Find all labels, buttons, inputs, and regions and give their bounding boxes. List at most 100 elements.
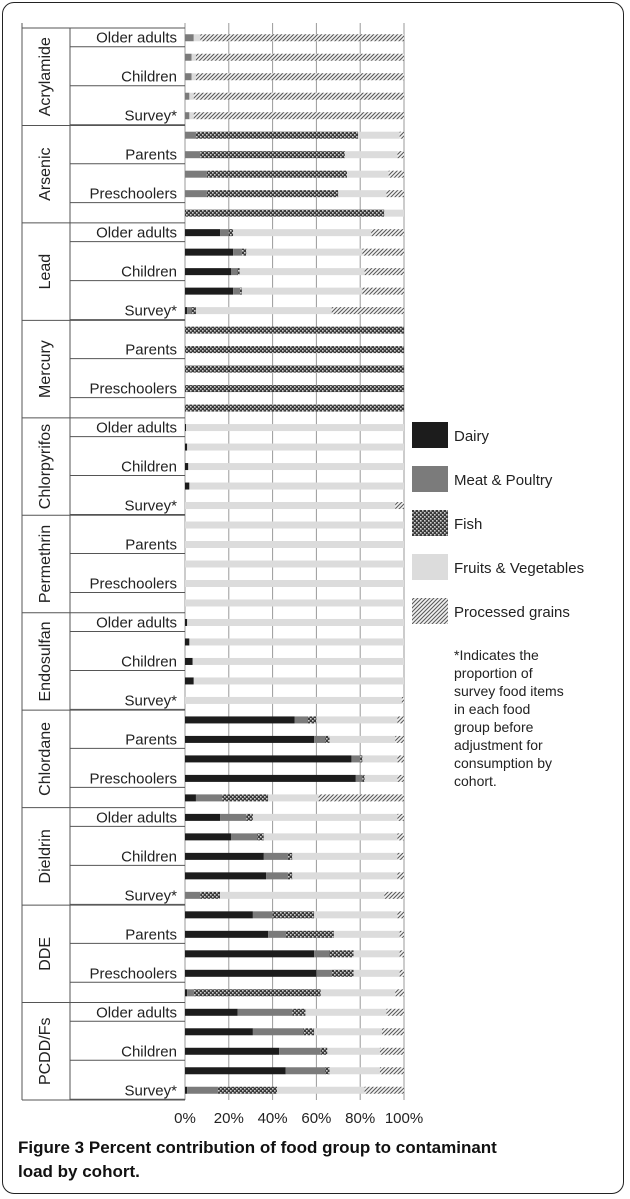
bar-fruits-vegetables bbox=[189, 482, 404, 490]
bar-fruits-vegetables bbox=[327, 1047, 380, 1055]
bar-processed-grains bbox=[331, 307, 404, 315]
row-label: Older adults bbox=[96, 30, 177, 47]
bar-processed-grains bbox=[384, 891, 404, 899]
row-label: Older adults bbox=[96, 614, 177, 631]
bar-fish bbox=[362, 774, 365, 782]
bar-meat-poultry bbox=[185, 112, 190, 120]
bar-dairy bbox=[185, 774, 356, 782]
bar-fruits-vegetables bbox=[187, 443, 404, 451]
bar-dairy bbox=[185, 1028, 253, 1036]
bar-processed-grains bbox=[379, 1067, 404, 1075]
bar-fruits-vegetables bbox=[195, 307, 332, 315]
group-label: PCDD/Fs bbox=[37, 1017, 54, 1085]
bar-fruits-vegetables bbox=[185, 696, 402, 704]
bar-fruits-vegetables bbox=[362, 755, 398, 763]
bar-processed-grains bbox=[399, 930, 404, 938]
x-tick-label: 0% bbox=[174, 1110, 196, 1127]
stacked-bar-chart: 0% 20% 40% 60% 80% 100% Acrylamide Older adults… bbox=[21, 23, 584, 1127]
bar-processed-grains bbox=[401, 696, 404, 704]
bar-fruits-vegetables bbox=[185, 521, 404, 529]
bar-fruits-vegetables bbox=[185, 579, 404, 587]
bar-dairy bbox=[185, 852, 264, 860]
bar-fish bbox=[185, 346, 404, 354]
bar-fruits-vegetables bbox=[189, 112, 194, 120]
bar-dairy bbox=[185, 424, 187, 432]
bar-dairy bbox=[185, 989, 188, 997]
footnote: *Indicates the proportion of survey food i… bbox=[454, 647, 564, 789]
bar-fruits-vegetables bbox=[320, 989, 396, 997]
legend-label: Fruits & Vegetables bbox=[454, 560, 584, 577]
row-label: Older adults bbox=[96, 1004, 177, 1021]
bar-meat-poultry bbox=[195, 794, 223, 802]
row-label: Preschoolers bbox=[89, 770, 177, 787]
row-label: Older adults bbox=[96, 225, 177, 242]
x-tick-label: 20% bbox=[214, 1110, 244, 1127]
bar-processed-grains bbox=[397, 813, 404, 821]
bar-dairy bbox=[185, 618, 188, 626]
bar-fruits-vegetables bbox=[241, 287, 363, 295]
bar-processed-grains bbox=[364, 268, 404, 276]
row-label: Children bbox=[121, 653, 177, 670]
bar-fruits-vegetables bbox=[364, 774, 398, 782]
legend-swatch-meat-poultry bbox=[412, 466, 448, 492]
bar-processed-grains bbox=[362, 248, 404, 256]
bar-meat-poultry bbox=[185, 53, 192, 61]
row-label: Older adults bbox=[96, 809, 177, 826]
row-label: Survey* bbox=[124, 887, 177, 904]
bar-fruits-vegetables bbox=[192, 657, 404, 665]
bar-meat-poultry bbox=[355, 774, 363, 782]
bar-processed-grains bbox=[397, 151, 404, 159]
bar-fish bbox=[329, 950, 354, 958]
bar-processed-grains bbox=[195, 73, 404, 81]
bar-fruits-vegetables bbox=[268, 794, 319, 802]
bar-fruits-vegetables bbox=[191, 53, 196, 61]
bar-fish bbox=[185, 385, 404, 393]
bar-fish bbox=[206, 170, 348, 178]
legend-swatch-dairy bbox=[412, 422, 448, 448]
bar-meat-poultry bbox=[185, 151, 201, 159]
bar-meat-poultry bbox=[185, 131, 196, 139]
bar-processed-grains bbox=[388, 170, 404, 178]
legend-label: Fish bbox=[454, 516, 482, 533]
bar-meat-poultry bbox=[185, 190, 207, 198]
bar-fish bbox=[292, 1008, 306, 1016]
bar-meat-poultry bbox=[185, 92, 190, 100]
footnote-line: consumption by bbox=[454, 755, 552, 771]
bar-fish bbox=[331, 969, 354, 977]
bar-dairy bbox=[185, 735, 315, 743]
bar-meat-poultry bbox=[252, 1028, 304, 1036]
bar-meat-poultry bbox=[185, 34, 194, 42]
bar-fruits-vegetables bbox=[246, 248, 363, 256]
x-tick-label: 100% bbox=[385, 1110, 423, 1127]
legend: Dairy Meat & Poultry Fish Fruits & Vegetabl… bbox=[412, 422, 584, 789]
group-label: Arsenic bbox=[37, 148, 54, 201]
row-label: Preschoolers bbox=[89, 965, 177, 982]
bar-fish bbox=[217, 1086, 277, 1094]
bar-meat-poultry bbox=[314, 950, 330, 958]
row-label: Parents bbox=[125, 147, 177, 164]
bar-processed-grains bbox=[399, 969, 404, 977]
bar-fish bbox=[185, 209, 385, 217]
bar-fish bbox=[239, 287, 242, 295]
bar-fish bbox=[257, 833, 264, 841]
bar-dairy bbox=[185, 268, 231, 276]
footnote-line: in each food bbox=[454, 701, 530, 717]
bar-fish bbox=[307, 716, 317, 724]
bar-fish bbox=[287, 852, 293, 860]
bar-dairy bbox=[185, 482, 190, 490]
bar-meat-poultry bbox=[285, 1067, 326, 1075]
bar-meat-poultry bbox=[233, 248, 242, 256]
bar-processed-grains bbox=[397, 774, 404, 782]
bar-fish bbox=[325, 735, 330, 743]
bar-fruits-vegetables bbox=[185, 541, 404, 549]
footnote-line: cohort. bbox=[454, 773, 497, 789]
bar-processed-grains bbox=[379, 1047, 404, 1055]
bar-meat-poultry bbox=[316, 969, 332, 977]
bar-dairy bbox=[185, 443, 188, 451]
caption-text: Percent contribution of food group to co… bbox=[18, 1138, 497, 1181]
group-label: Permethrin bbox=[37, 525, 54, 603]
bar-dairy bbox=[185, 950, 315, 958]
bar-dairy bbox=[185, 1067, 286, 1075]
row-label: Parents bbox=[125, 926, 177, 943]
bar-processed-grains bbox=[193, 92, 404, 100]
